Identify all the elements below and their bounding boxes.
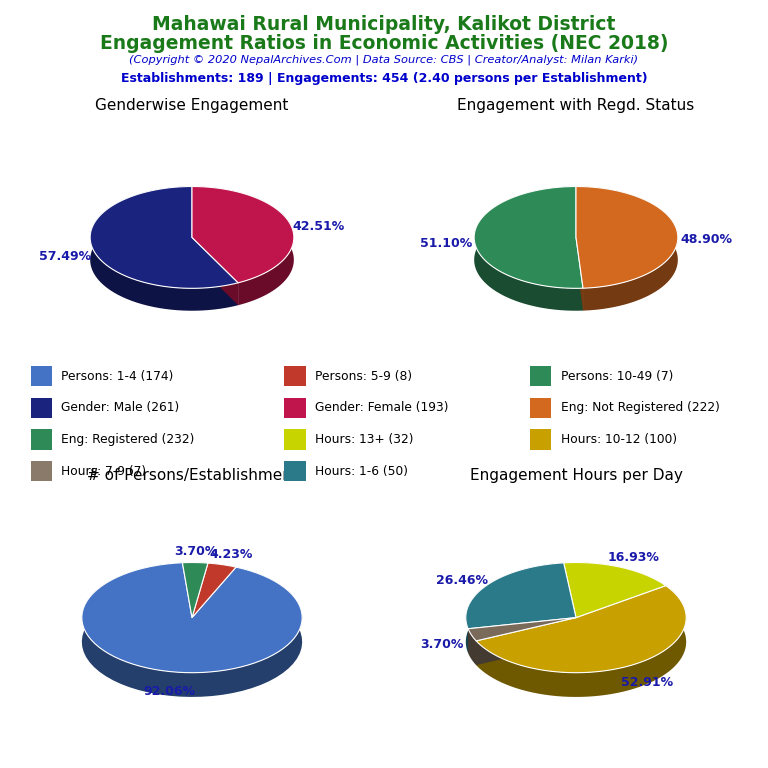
Polygon shape xyxy=(576,586,666,642)
Bar xyxy=(31,366,52,386)
Polygon shape xyxy=(182,563,192,642)
Bar xyxy=(284,398,306,418)
Text: Persons: 10-49 (7): Persons: 10-49 (7) xyxy=(561,369,673,382)
Polygon shape xyxy=(192,563,208,642)
Polygon shape xyxy=(192,567,236,642)
Text: Persons: 1-4 (174): Persons: 1-4 (174) xyxy=(61,369,174,382)
Polygon shape xyxy=(576,187,678,310)
Text: Engagement Ratios in Economic Activities (NEC 2018): Engagement Ratios in Economic Activities… xyxy=(100,34,668,53)
Polygon shape xyxy=(474,187,583,311)
Polygon shape xyxy=(466,563,576,629)
Text: 3.70%: 3.70% xyxy=(420,637,464,650)
Bar xyxy=(31,461,52,482)
Polygon shape xyxy=(564,562,666,617)
Polygon shape xyxy=(192,563,208,642)
Text: 26.46%: 26.46% xyxy=(435,574,488,587)
Polygon shape xyxy=(192,567,236,642)
Text: Persons: 5-9 (8): Persons: 5-9 (8) xyxy=(315,369,412,382)
Title: Genderwise Engagement: Genderwise Engagement xyxy=(95,98,289,113)
Polygon shape xyxy=(182,563,192,642)
Polygon shape xyxy=(192,187,294,305)
Polygon shape xyxy=(468,617,576,653)
Text: (Copyright © 2020 NepalArchives.Com | Data Source: CBS | Creator/Analyst: Milan : (Copyright © 2020 NepalArchives.Com | Da… xyxy=(130,55,638,65)
Text: Hours: 7-9 (7): Hours: 7-9 (7) xyxy=(61,465,147,478)
Polygon shape xyxy=(192,563,236,617)
Bar xyxy=(284,461,306,482)
Text: 92.06%: 92.06% xyxy=(144,685,195,698)
Polygon shape xyxy=(476,586,686,697)
Polygon shape xyxy=(564,562,666,610)
Polygon shape xyxy=(564,563,576,642)
Polygon shape xyxy=(182,562,208,588)
Bar xyxy=(530,398,551,418)
Bar xyxy=(284,366,306,386)
Text: Hours: 1-6 (50): Hours: 1-6 (50) xyxy=(315,465,408,478)
Polygon shape xyxy=(474,187,583,288)
Text: 16.93%: 16.93% xyxy=(607,551,660,564)
Polygon shape xyxy=(576,237,583,310)
Bar xyxy=(31,429,52,449)
Title: Engagement Hours per Day: Engagement Hours per Day xyxy=(469,468,683,483)
Text: 48.90%: 48.90% xyxy=(680,233,732,246)
Polygon shape xyxy=(468,617,576,653)
Text: Mahawai Rural Municipality, Kalikot District: Mahawai Rural Municipality, Kalikot Dist… xyxy=(152,15,616,35)
Polygon shape xyxy=(192,237,238,305)
Bar xyxy=(31,398,52,418)
Polygon shape xyxy=(564,563,576,642)
Bar xyxy=(530,366,551,386)
Text: 57.49%: 57.49% xyxy=(39,250,91,263)
Polygon shape xyxy=(90,187,238,288)
Polygon shape xyxy=(466,563,564,653)
Polygon shape xyxy=(576,586,666,642)
Polygon shape xyxy=(192,237,238,305)
Polygon shape xyxy=(576,237,583,310)
Text: Hours: 13+ (32): Hours: 13+ (32) xyxy=(315,433,413,446)
Polygon shape xyxy=(468,617,576,641)
Polygon shape xyxy=(476,617,576,665)
Polygon shape xyxy=(192,187,294,283)
Polygon shape xyxy=(576,187,678,288)
Title: # of Persons/Establishment: # of Persons/Establishment xyxy=(87,468,297,483)
Polygon shape xyxy=(208,563,236,591)
Polygon shape xyxy=(468,629,476,665)
Text: 51.10%: 51.10% xyxy=(419,237,472,250)
Bar xyxy=(530,429,551,449)
Polygon shape xyxy=(90,187,238,311)
Text: Eng: Not Registered (222): Eng: Not Registered (222) xyxy=(561,401,720,414)
Polygon shape xyxy=(82,563,302,697)
Title: Engagement with Regd. Status: Engagement with Regd. Status xyxy=(458,98,694,113)
Text: Gender: Female (193): Gender: Female (193) xyxy=(315,401,449,414)
Text: 52.91%: 52.91% xyxy=(621,677,673,690)
Text: Hours: 10-12 (100): Hours: 10-12 (100) xyxy=(561,433,677,446)
Text: Eng: Registered (232): Eng: Registered (232) xyxy=(61,433,195,446)
Text: Gender: Male (261): Gender: Male (261) xyxy=(61,401,180,414)
Bar xyxy=(284,429,306,449)
Polygon shape xyxy=(182,562,208,617)
Polygon shape xyxy=(82,563,302,673)
Polygon shape xyxy=(476,586,686,673)
Text: 3.70%: 3.70% xyxy=(174,545,218,558)
Polygon shape xyxy=(476,617,576,665)
Text: 4.23%: 4.23% xyxy=(209,548,253,561)
Text: 42.51%: 42.51% xyxy=(293,220,345,233)
Text: Establishments: 189 | Engagements: 454 (2.40 persons per Establishment): Establishments: 189 | Engagements: 454 (… xyxy=(121,72,647,85)
